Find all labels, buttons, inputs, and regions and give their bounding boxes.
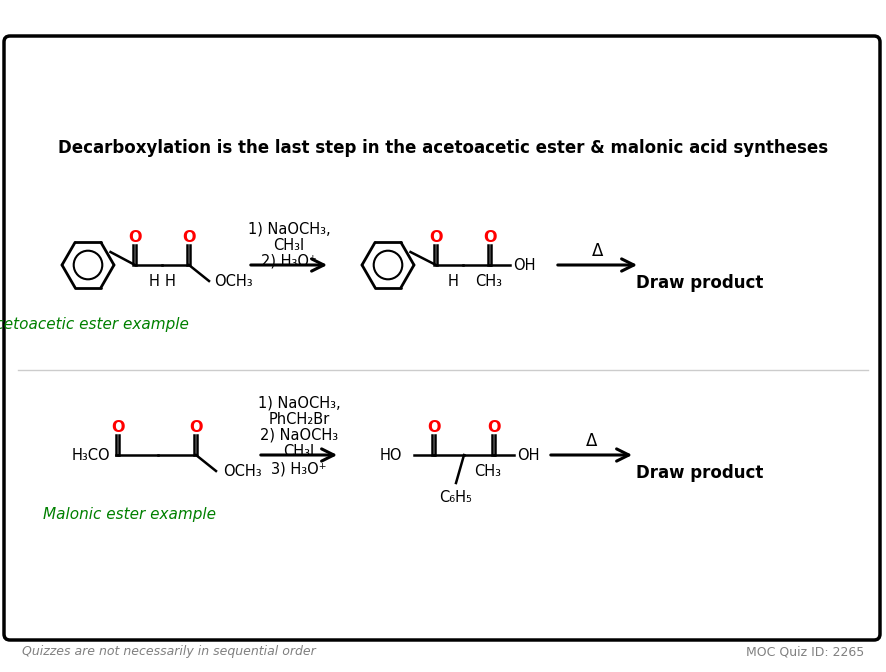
Text: 2) NaOCH₃: 2) NaOCH₃ (260, 427, 338, 442)
Text: 2) H₃O⁺: 2) H₃O⁺ (261, 253, 317, 269)
Text: Draw product: Draw product (636, 464, 764, 482)
Text: Quizzes are not necessarily in sequential order: Quizzes are not necessarily in sequentia… (22, 646, 315, 659)
Text: O: O (483, 230, 497, 245)
Text: Δ: Δ (592, 242, 603, 260)
Text: O: O (190, 419, 203, 435)
Text: 3) H₃O⁺: 3) H₃O⁺ (271, 462, 327, 476)
Text: H₃CO: H₃CO (72, 448, 110, 462)
Text: Decarboxylation is the last step in the acetoacetic ester & malonic acid synthes: Decarboxylation is the last step in the … (58, 139, 828, 157)
Text: O: O (183, 230, 196, 245)
Text: O: O (487, 419, 501, 435)
Text: Δ: Δ (586, 432, 597, 450)
Text: H: H (165, 274, 175, 288)
Text: MOC Quiz ID: 2265: MOC Quiz ID: 2265 (746, 646, 864, 659)
Text: O: O (427, 419, 440, 435)
Text: O: O (429, 230, 443, 245)
Text: Malonic ester example: Malonic ester example (43, 507, 216, 523)
Text: CH₃: CH₃ (474, 464, 501, 478)
Text: Draw product: Draw product (636, 274, 764, 292)
Text: CH₃: CH₃ (475, 274, 502, 288)
Text: O: O (112, 419, 125, 435)
FancyBboxPatch shape (4, 36, 880, 640)
Text: C₆H₅: C₆H₅ (439, 489, 472, 505)
Text: Acetoacetic ester example: Acetoacetic ester example (0, 317, 190, 333)
Text: OCH₃: OCH₃ (214, 274, 253, 288)
Text: OH: OH (513, 257, 535, 273)
Text: OCH₃: OCH₃ (222, 464, 261, 478)
Text: CH₃I: CH₃I (274, 237, 305, 253)
Text: 1) NaOCH₃,: 1) NaOCH₃, (248, 222, 330, 237)
Text: CH₃I: CH₃I (284, 444, 315, 458)
Text: H: H (149, 274, 159, 288)
Text: 1) NaOCH₃,: 1) NaOCH₃, (258, 396, 340, 411)
Text: OH: OH (517, 448, 540, 462)
Text: HO: HO (379, 448, 402, 462)
Text: H: H (447, 274, 458, 288)
Text: PhCH₂Br: PhCH₂Br (268, 411, 330, 427)
Text: O: O (128, 230, 142, 245)
